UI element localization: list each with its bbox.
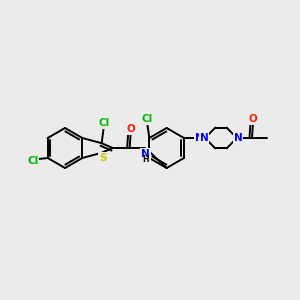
Text: N: N [195, 133, 203, 143]
Text: Cl: Cl [98, 118, 109, 128]
Text: H: H [142, 155, 149, 164]
Text: O: O [249, 114, 257, 124]
Text: N: N [141, 149, 150, 159]
Text: N: N [234, 133, 242, 143]
Text: Cl: Cl [27, 156, 38, 166]
Text: N: N [200, 133, 208, 143]
Text: Cl: Cl [142, 114, 153, 124]
Text: S: S [99, 153, 106, 163]
Text: O: O [126, 124, 135, 134]
